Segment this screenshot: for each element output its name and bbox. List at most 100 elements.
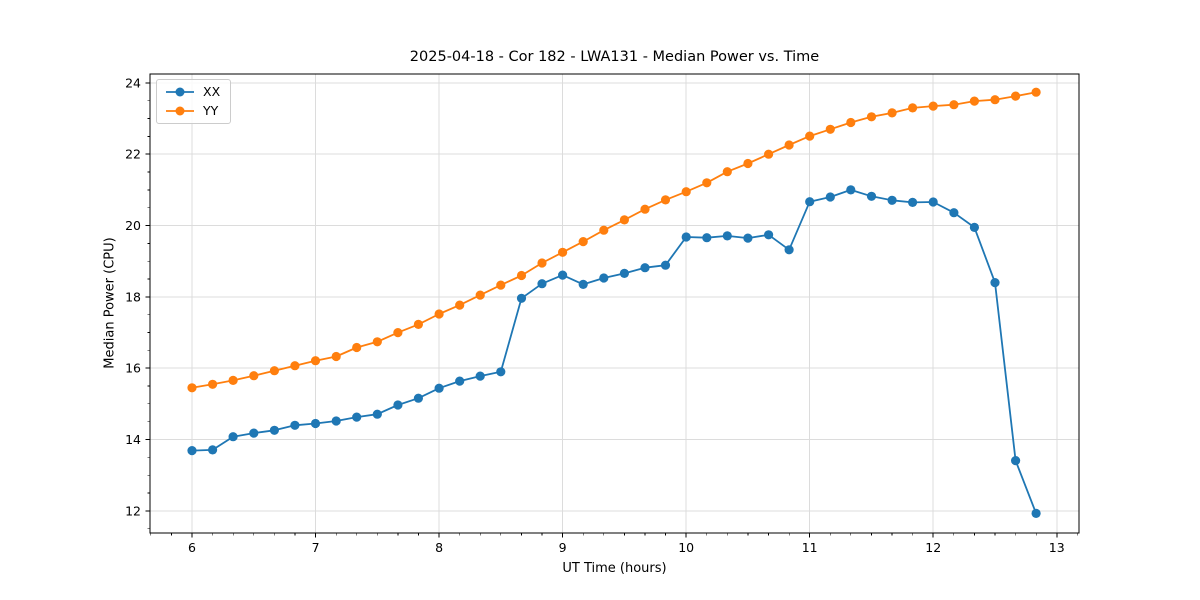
data-point (413, 319, 423, 329)
data-point (928, 197, 938, 207)
legend: XX YY (156, 79, 232, 124)
data-point (599, 225, 609, 235)
data-point (949, 100, 959, 110)
y-tick-label: 16 (125, 361, 141, 376)
minor-ticks (147, 100, 1078, 536)
data-point (702, 178, 712, 188)
data-point (681, 232, 691, 242)
data-point (187, 383, 197, 393)
data-point (949, 208, 959, 218)
x-tick-label: 9 (559, 540, 567, 555)
data-point (887, 195, 897, 205)
data-point (722, 231, 732, 241)
x-tick-label: 10 (678, 540, 694, 555)
data-point (372, 409, 382, 419)
x-tick-label: 11 (802, 540, 818, 555)
data-point (743, 233, 753, 243)
data-point (208, 379, 218, 389)
data-point (660, 260, 671, 270)
data-point (249, 428, 259, 438)
data-point (269, 425, 279, 435)
data-point (496, 367, 506, 377)
data-point (496, 280, 506, 290)
data-point (352, 412, 362, 422)
y-tick-label: 12 (125, 503, 141, 518)
data-point (743, 158, 753, 169)
series-xx (187, 185, 1041, 518)
legend-label-yy: YY (203, 103, 219, 118)
data-point (352, 342, 362, 353)
data-point (372, 337, 382, 347)
x-axis-label: UT Time (hours) (562, 561, 667, 576)
plot-border (149, 73, 1080, 534)
data-point (475, 371, 485, 381)
data-point (537, 258, 547, 268)
data-point (208, 445, 218, 455)
data-point (1011, 456, 1021, 466)
data-point (825, 124, 835, 134)
data-point (558, 247, 568, 257)
series-line (191, 91, 1037, 389)
data-point (475, 290, 485, 300)
data-point (455, 376, 465, 386)
data-point (413, 393, 423, 403)
data-point (722, 167, 732, 177)
data-point (990, 95, 1000, 105)
data-point (599, 273, 609, 283)
data-point (290, 420, 300, 430)
data-point (908, 197, 918, 207)
data-point (516, 270, 527, 281)
data-point (784, 245, 794, 255)
data-point (681, 187, 691, 197)
grid-lines (150, 74, 1079, 533)
y-tick-label: 20 (125, 218, 141, 233)
y-tick-label: 22 (125, 147, 141, 162)
data-point (805, 197, 815, 207)
data-point (516, 293, 527, 303)
legend-line-marker-icon (166, 106, 194, 116)
data-point (702, 233, 712, 243)
data-point (866, 112, 877, 122)
data-point (290, 361, 300, 371)
x-tick-label: 8 (435, 540, 443, 555)
data-point (846, 117, 856, 128)
data-point (784, 140, 794, 150)
data-point (969, 222, 980, 232)
series-line (191, 189, 1037, 514)
data-point (558, 270, 568, 280)
data-point (619, 215, 630, 225)
data-point (990, 278, 1000, 288)
data-point (228, 375, 238, 385)
x-tick-label: 7 (312, 540, 320, 555)
data-point (310, 356, 321, 366)
data-point (805, 131, 815, 141)
y-tick-label: 18 (125, 289, 141, 304)
data-point (434, 309, 444, 319)
data-point (908, 103, 918, 113)
axis-ticks (145, 82, 1058, 538)
data-point (825, 192, 835, 202)
y-tick-label: 24 (125, 75, 141, 90)
x-tick-label: 13 (1049, 540, 1065, 555)
data-point (1011, 91, 1021, 101)
data-point (249, 371, 259, 381)
data-point (640, 263, 650, 273)
data-point (578, 237, 588, 247)
data-point (1031, 87, 1041, 97)
data-point (660, 195, 671, 205)
data-point (928, 101, 938, 111)
series-yy (187, 87, 1041, 393)
x-tick-label: 6 (188, 540, 196, 555)
data-point (887, 108, 897, 118)
data-point (866, 191, 877, 201)
data-point (537, 279, 547, 289)
data-point (331, 351, 341, 362)
data-point (310, 418, 321, 429)
data-point (331, 416, 341, 426)
data-point (187, 446, 197, 456)
data-point (393, 328, 403, 338)
data-point (1031, 508, 1041, 518)
data-point (455, 300, 465, 310)
